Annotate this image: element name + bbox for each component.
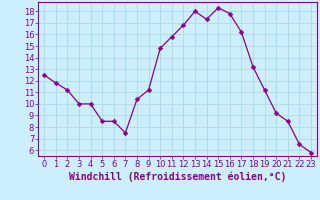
X-axis label: Windchill (Refroidissement éolien,°C): Windchill (Refroidissement éolien,°C)	[69, 172, 286, 182]
